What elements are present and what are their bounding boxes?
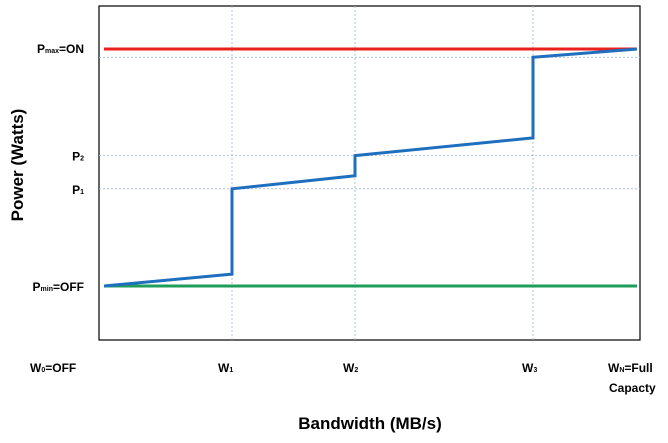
x-tick-label-w1: W1 <box>218 361 233 375</box>
x-tick-labels: W0=OFF W1 W2 W3 WN=Full Capacty <box>30 361 656 395</box>
plot-frame <box>98 5 641 341</box>
y-tick-labels: Pmin=OFF P1 P2 Pmax=ON <box>33 42 85 294</box>
x-tick-label-wn: WN=Full <box>608 361 653 375</box>
x-tick-label-w2: W2 <box>343 361 358 375</box>
y-tick-label-pmax: Pmax=ON <box>37 42 84 56</box>
y-axis-title: Power (Watts) <box>8 109 27 222</box>
x-tick-label-w0: W0=OFF <box>30 361 76 375</box>
y-tick-label-p2: P2 <box>72 150 84 164</box>
y-tick-label-p1: P1 <box>72 183 84 197</box>
series-group <box>103 47 638 288</box>
x-tick-label-wn-line2: Capacty <box>609 381 656 395</box>
series-power-curve <box>103 47 638 288</box>
x-tick-label-w3: W3 <box>522 361 537 375</box>
x-axis-title: Bandwidth (MB/s) <box>298 414 442 433</box>
y-tick-label-pmin: Pmin=OFF <box>33 280 84 294</box>
